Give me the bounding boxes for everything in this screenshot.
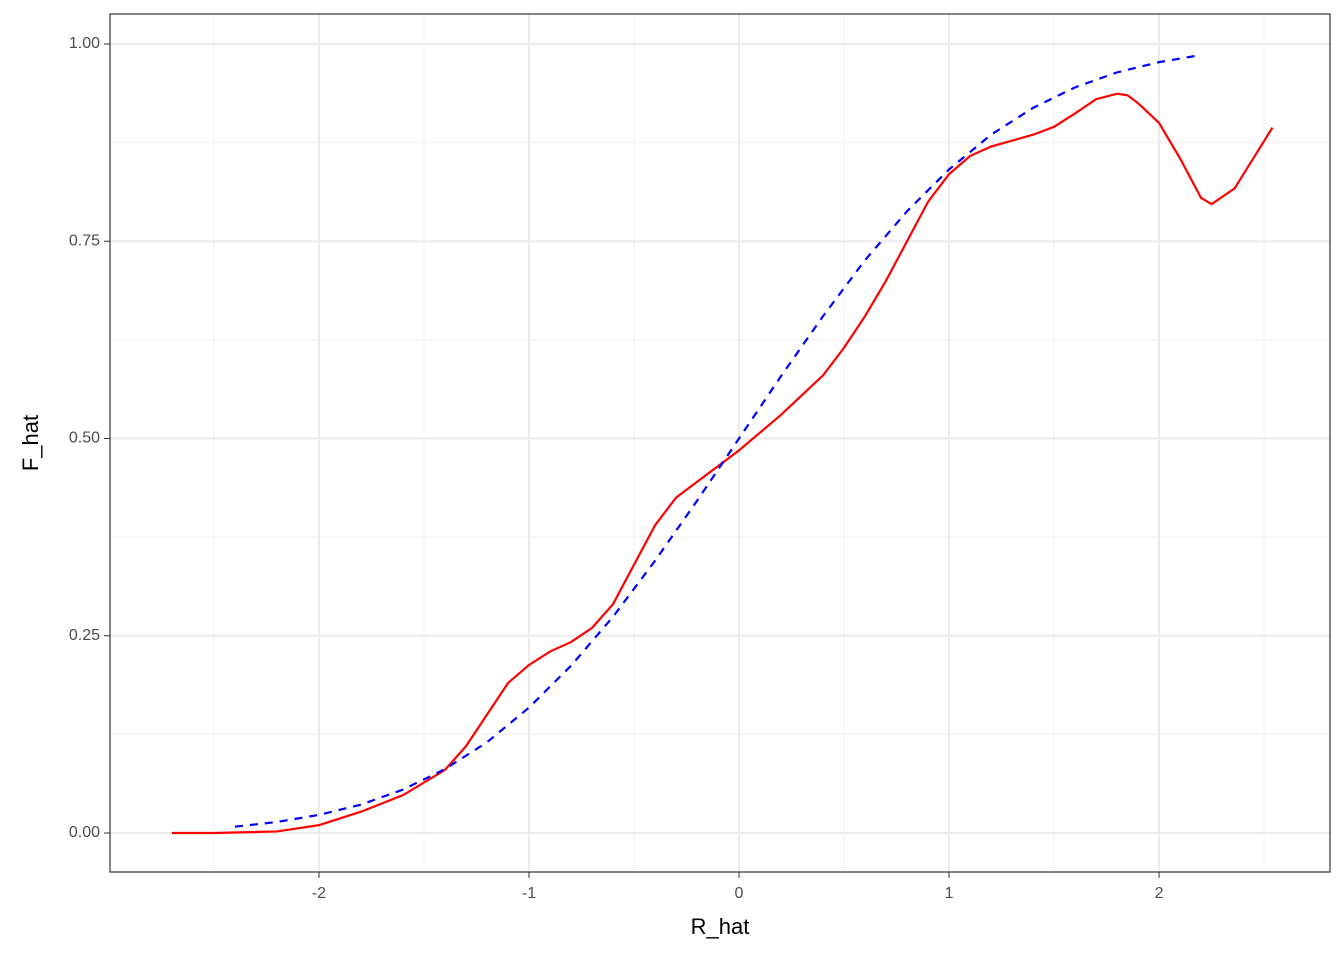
x-axis-title: R_hat	[691, 914, 750, 939]
y-axis-title: F_hat	[18, 415, 43, 471]
panel	[110, 14, 1330, 872]
y-tick-label: 0.50	[69, 430, 100, 447]
series-line	[171, 92, 1274, 835]
x-tick-label: 0	[735, 885, 744, 902]
y-tick-label: 0.75	[69, 232, 100, 249]
y-tick-label: 0.00	[69, 824, 100, 841]
x-tick-label: -1	[522, 885, 536, 902]
series-line	[234, 53, 1202, 828]
y-tick-label: 1.00	[69, 35, 100, 52]
x-tick-label: 2	[1155, 885, 1164, 902]
x-tick-label: 1	[945, 885, 954, 902]
panel-border	[109, 13, 1331, 873]
x-tick-label: -2	[312, 885, 326, 902]
y-tick-label: 0.25	[69, 627, 100, 644]
